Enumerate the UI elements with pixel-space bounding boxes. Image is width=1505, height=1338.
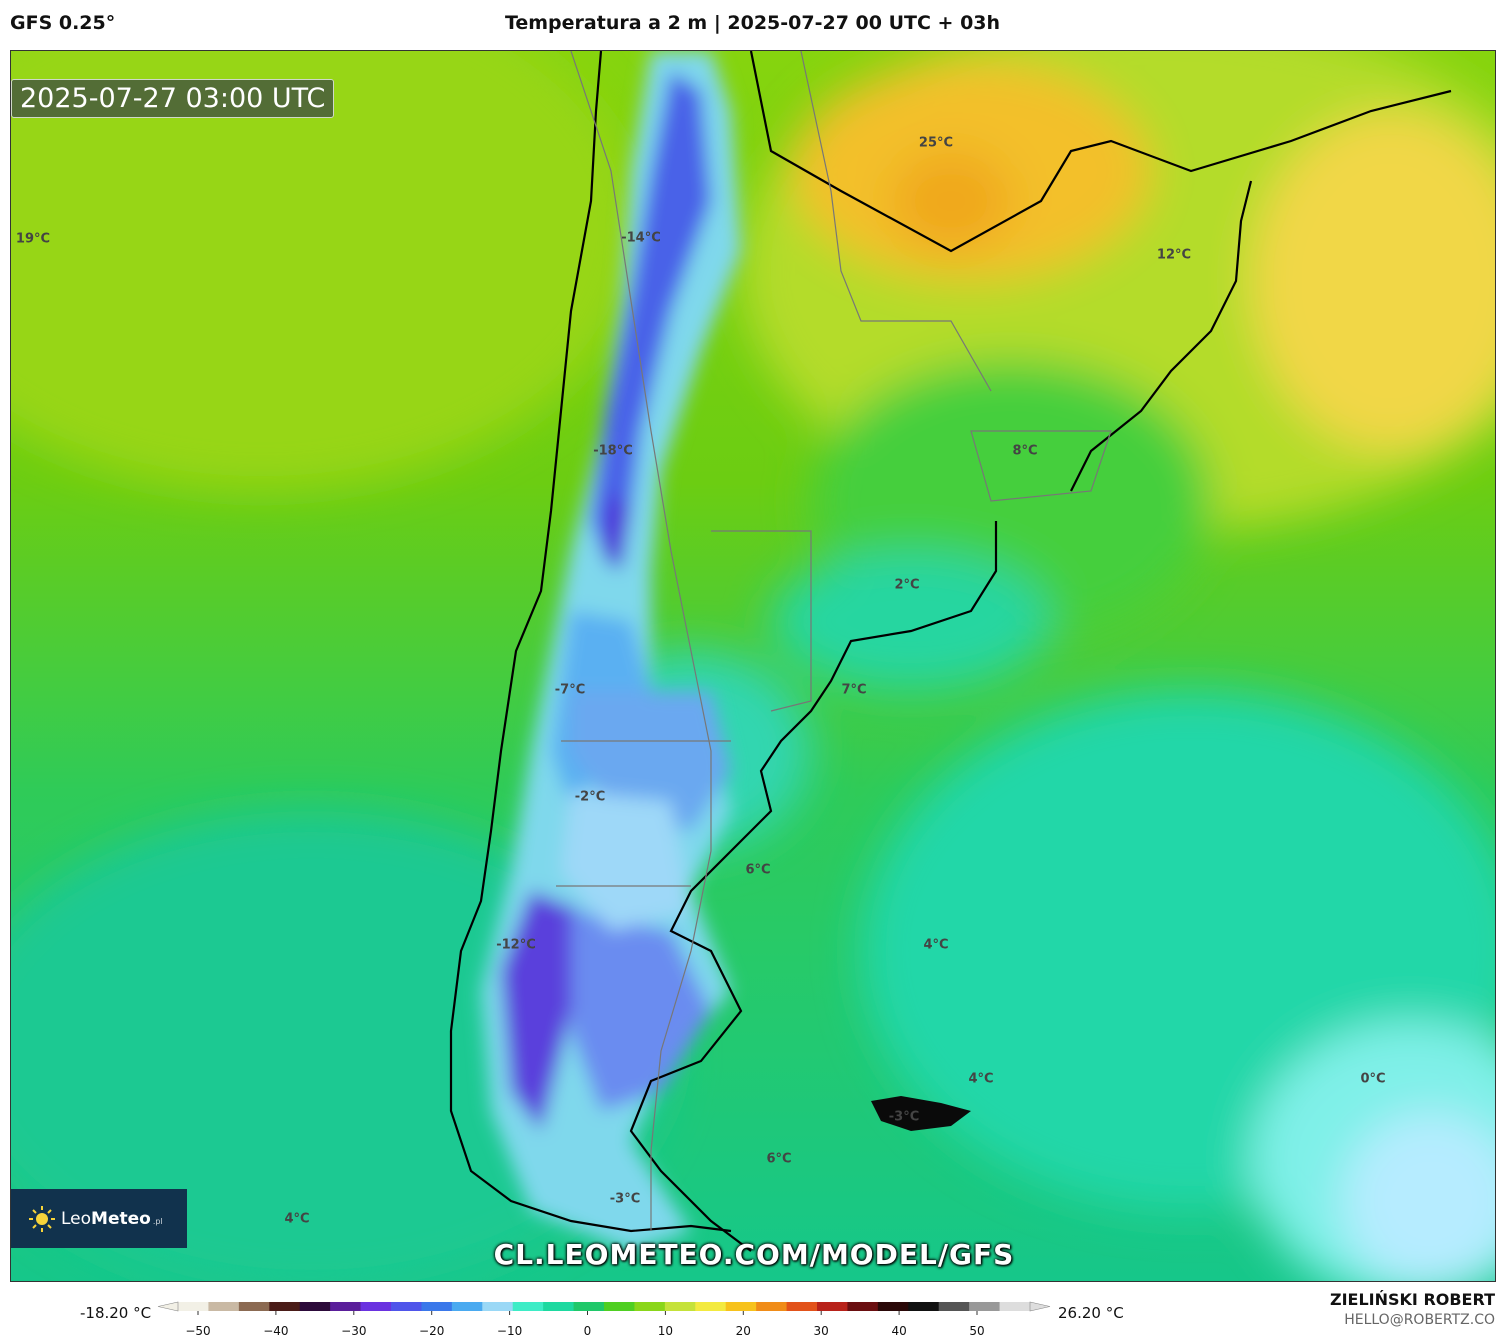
legend-arrow xyxy=(157,1301,179,1312)
temp-label: 7°C xyxy=(841,682,867,698)
legend-tick-label: 30 xyxy=(813,1324,829,1338)
author-name: ZIELIŃSKI ROBERT xyxy=(1329,1290,1495,1309)
legend-tick-label: −20 xyxy=(419,1324,445,1338)
legend-tick-label: 50 xyxy=(969,1324,985,1338)
legend-swatch xyxy=(938,1302,970,1311)
legend-swatch xyxy=(786,1302,818,1311)
coastline xyxy=(449,51,1452,1252)
legend-swatch xyxy=(482,1302,514,1311)
legend-swatch xyxy=(178,1302,209,1311)
legend-colorbar xyxy=(157,1301,1051,1315)
legend-tick-label: 20 xyxy=(735,1324,751,1338)
legend-swatch xyxy=(543,1302,575,1311)
legend-swatch xyxy=(725,1302,757,1311)
legend-tick-label: −40 xyxy=(263,1324,289,1338)
legend-swatch xyxy=(421,1302,453,1311)
legend-swatch xyxy=(664,1302,696,1311)
model-name: GFS 0.25° xyxy=(10,12,116,34)
legend-swatch xyxy=(877,1302,909,1311)
temp-label: -3°C xyxy=(888,1109,920,1125)
legend-swatch xyxy=(391,1302,422,1311)
author-credit: ZIELIŃSKI ROBERT HELLO@ROBERTZ.CO xyxy=(1330,1290,1495,1328)
legend-swatch xyxy=(208,1302,240,1311)
legend-tick-label: 40 xyxy=(891,1324,907,1338)
timestamp-badge: 2025-07-27 03:00 UTC xyxy=(11,79,335,118)
source-url: CL.LEOMETEO.COM/MODEL/GFS xyxy=(493,1238,1015,1271)
temp-label: -14°C xyxy=(621,230,661,246)
temp-label: 4°C xyxy=(968,1071,994,1087)
author-email[interactable]: HELLO@ROBERTZ.CO xyxy=(1344,1312,1495,1328)
temp-label: -18°C xyxy=(593,443,633,459)
temp-label: 0°C xyxy=(1360,1071,1386,1087)
sun-icon xyxy=(29,1205,55,1232)
legend-swatch xyxy=(330,1302,362,1311)
legend-tick-label: 10 xyxy=(657,1324,674,1338)
temp-label: 25°C xyxy=(918,135,954,151)
temp-label: -3°C xyxy=(609,1191,641,1207)
temp-label: -12°C xyxy=(496,937,536,953)
temp-label: -2°C xyxy=(574,789,606,805)
temp-label: 8°C xyxy=(1012,443,1038,459)
legend-swatch xyxy=(999,1302,1031,1311)
temp-label: 2°C xyxy=(894,577,920,593)
legend-swatch xyxy=(847,1302,879,1311)
falkland-islands xyxy=(871,1096,971,1131)
legend-swatch xyxy=(908,1302,940,1311)
legend-swatch xyxy=(512,1302,544,1311)
logo-wordmark: LeoMeteo .pl xyxy=(61,1208,163,1229)
legend-tick-label: −50 xyxy=(185,1324,211,1338)
temperature-map[interactable]: 2025-07-27 03:00 UTC 25°C 19°C -14°C 12°… xyxy=(10,50,1496,1282)
legend-swatch xyxy=(299,1302,331,1311)
legend-tick-label: −10 xyxy=(496,1324,523,1338)
andes-cold-band xyxy=(481,51,741,1251)
temp-label: 12°C xyxy=(1156,247,1192,263)
legend-tick-label: 0 xyxy=(583,1324,592,1338)
legend-swatch xyxy=(238,1302,270,1311)
temp-label: 6°C xyxy=(745,862,771,878)
temp-label: 6°C xyxy=(766,1151,792,1167)
legend-swatch xyxy=(451,1302,483,1311)
legend-swatch xyxy=(756,1302,788,1311)
map-canvas xyxy=(11,51,1495,1281)
temp-label: 4°C xyxy=(923,937,949,953)
temp-label: 19°C xyxy=(15,231,51,247)
legend-min: -18.20 °C xyxy=(80,1304,152,1322)
color-legend: -18.20 °C 26.20 °C −50 −40 −30 −20 −10 0 10 20 3… xyxy=(0,1290,1505,1338)
admin-borders xyxy=(556,51,1112,1231)
legend-arrow xyxy=(1029,1301,1051,1312)
legend-swatch xyxy=(634,1302,666,1311)
legend-swatch xyxy=(695,1302,727,1311)
legend-max: 26.20 °C xyxy=(1058,1304,1124,1322)
legend-swatch xyxy=(360,1302,392,1311)
temp-label: -7°C xyxy=(554,682,586,698)
legend-swatch xyxy=(573,1302,605,1311)
legend-tick-label: −30 xyxy=(341,1324,367,1338)
leometeo-logo[interactable]: LeoMeteo .pl xyxy=(11,1189,187,1248)
legend-swatch xyxy=(269,1302,301,1311)
map-title: Temperatura a 2 m | 2025-07-27 00 UTC + … xyxy=(504,12,1001,34)
temp-label: 4°C xyxy=(284,1211,310,1227)
legend-swatch xyxy=(604,1302,635,1311)
legend-swatch xyxy=(969,1302,1001,1311)
legend-swatch xyxy=(817,1302,848,1311)
